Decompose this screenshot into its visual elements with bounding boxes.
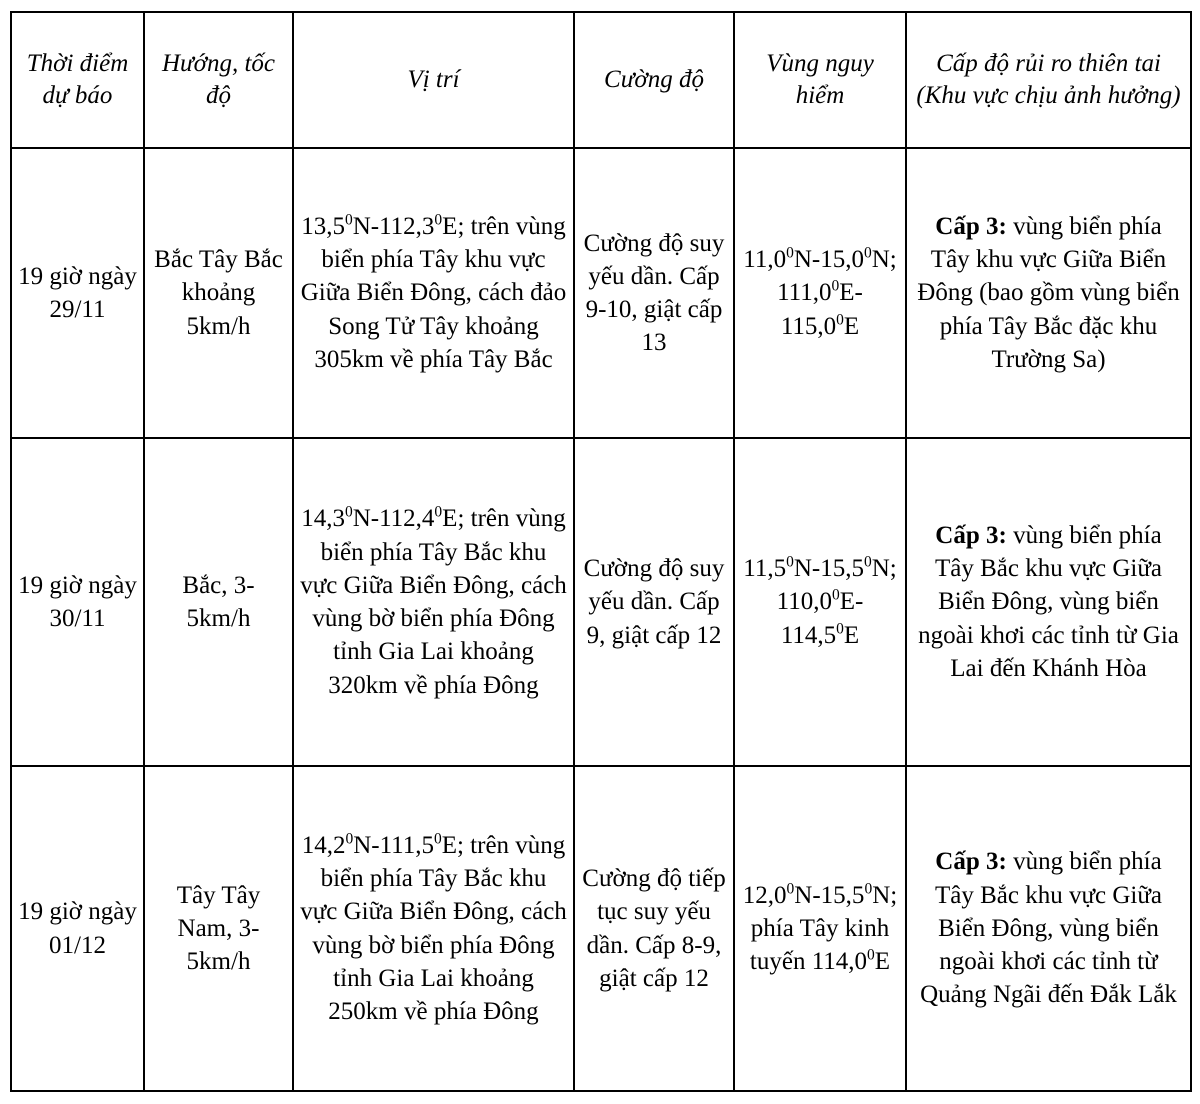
- header-label-intensity: Cường độ: [604, 65, 704, 93]
- column-header-intensity: Cường độ: [573, 11, 735, 149]
- header-label-direction-speed: Hướng, tốc độ: [161, 49, 276, 110]
- column-header-risk-level: Cấp độ rủi ro thiên tai (Khu vực chịu ản…: [905, 11, 1192, 149]
- cell-forecast-time: 19 giờ ngày 29/11: [10, 147, 145, 439]
- cell-intensity: Cường độ suy yếu dần. Cấp 9-10, giật cấp…: [573, 147, 735, 439]
- header-row: Thời điểm dự báo Hướng, tốc độ Vị trí Cư…: [10, 11, 1192, 149]
- value-position: 13,50N-112,30E; trên vùng biển phía Tây …: [300, 211, 567, 373]
- cell-risk-level: Cấp 3: vùng biển phía Tây khu vực Giữa B…: [905, 147, 1192, 439]
- value-position: 14,20N-111,50E; trên vùng biển phía Tây …: [300, 830, 567, 1025]
- cell-position: 14,20N-111,50E; trên vùng biển phía Tây …: [292, 765, 575, 1092]
- risk-level-badge: Cấp 3:: [935, 212, 1007, 240]
- cell-risk-level: Cấp 3: vùng biển phía Tây Bắc khu vực Gi…: [905, 437, 1192, 767]
- header-label-position: Vị trí: [407, 65, 460, 93]
- value-danger-zone: 12,00N-15,50N; phía Tây kinh tuyến 114,0…: [742, 880, 898, 976]
- risk-level-badge: Cấp 3:: [935, 848, 1007, 876]
- header-label-danger-zone: Vùng nguy hiểm: [766, 49, 874, 110]
- cell-direction-speed: Bắc Tây Bắc khoảng 5km/h: [143, 147, 294, 439]
- value-forecast-time: 19 giờ ngày 29/11: [18, 262, 137, 323]
- value-direction-speed: Tây Tây Nam, 3-5km/h: [176, 881, 261, 976]
- column-header-position: Vị trí: [292, 11, 575, 149]
- cell-direction-speed: Tây Tây Nam, 3-5km/h: [143, 765, 294, 1092]
- value-danger-zone: 11,50N-15,50N; 110,00E-114,50E: [743, 553, 897, 649]
- storm-forecast-table: Thời điểm dự báo Hướng, tốc độ Vị trí Cư…: [10, 11, 1192, 1092]
- cell-danger-zone: 11,00N-15,00N; 111,00E-115,00E: [733, 147, 907, 439]
- table-header: Thời điểm dự báo Hướng, tốc độ Vị trí Cư…: [10, 11, 1192, 149]
- cell-position: 13,50N-112,30E; trên vùng biển phía Tây …: [292, 147, 575, 439]
- risk-level-badge: Cấp 3:: [935, 521, 1007, 549]
- value-direction-speed: Bắc, 3-5km/h: [182, 571, 255, 632]
- cell-direction-speed: Bắc, 3-5km/h: [143, 437, 294, 767]
- cell-risk-level: Cấp 3: vùng biển phía Tây Bắc khu vực Gi…: [905, 765, 1192, 1092]
- risk-level-description: vùng biển phía Tây Bắc khu vực Giữa Biển…: [918, 521, 1179, 682]
- header-label-forecast-time: Thời điểm dự báo: [26, 49, 129, 110]
- value-intensity: Cường độ suy yếu dần. Cấp 9, giật cấp 12: [583, 555, 725, 649]
- risk-level-description: vùng biển phía Tây Bắc khu vực Giữa Biển…: [920, 848, 1177, 1009]
- value-danger-zone: 11,00N-15,00N; 111,00E-115,00E: [743, 244, 897, 340]
- cell-danger-zone: 12,00N-15,50N; phía Tây kinh tuyến 114,0…: [733, 765, 907, 1092]
- table-body: 19 giờ ngày 29/11 Bắc Tây Bắc khoảng 5km…: [10, 147, 1192, 1092]
- column-header-forecast-time: Thời điểm dự báo: [10, 11, 145, 149]
- value-forecast-time: 19 giờ ngày 30/11: [18, 571, 137, 632]
- cell-position: 14,30N-112,40E; trên vùng biển phía Tây …: [292, 437, 575, 767]
- value-position: 14,30N-112,40E; trên vùng biển phía Tây …: [300, 503, 567, 699]
- value-risk-level: Cấp 3: vùng biển phía Tây Bắc khu vực Gi…: [913, 845, 1184, 1011]
- value-direction-speed: Bắc Tây Bắc khoảng 5km/h: [154, 246, 283, 340]
- risk-level-description: vùng biển phía Tây khu vực Giữa Biển Đôn…: [917, 212, 1180, 373]
- cell-intensity: Cường độ tiếp tục suy yếu dần. Cấp 8-9, …: [573, 765, 735, 1092]
- value-risk-level: Cấp 3: vùng biển phía Tây khu vực Giữa B…: [913, 210, 1184, 376]
- table-row: 19 giờ ngày 29/11 Bắc Tây Bắc khoảng 5km…: [10, 147, 1192, 439]
- column-header-direction-speed: Hướng, tốc độ: [143, 11, 294, 149]
- value-forecast-time: 19 giờ ngày 01/12: [18, 898, 137, 959]
- value-intensity: Cường độ suy yếu dần. Cấp 9-10, giật cấp…: [583, 229, 725, 357]
- table-row: 19 giờ ngày 01/12 Tây Tây Nam, 3-5km/h 1…: [10, 765, 1192, 1092]
- value-risk-level: Cấp 3: vùng biển phía Tây Bắc khu vực Gi…: [913, 519, 1184, 685]
- cell-forecast-time: 19 giờ ngày 30/11: [10, 437, 145, 767]
- column-header-danger-zone: Vùng nguy hiểm: [733, 11, 907, 149]
- value-intensity: Cường độ tiếp tục suy yếu dần. Cấp 8-9, …: [582, 865, 726, 992]
- cell-intensity: Cường độ suy yếu dần. Cấp 9, giật cấp 12: [573, 437, 735, 767]
- header-label-risk-level: Cấp độ rủi ro thiên tai (Khu vực chịu ản…: [916, 49, 1181, 110]
- table-row: 19 giờ ngày 30/11 Bắc, 3-5km/h 14,30N-11…: [10, 437, 1192, 767]
- cell-forecast-time: 19 giờ ngày 01/12: [10, 765, 145, 1092]
- cell-danger-zone: 11,50N-15,50N; 110,00E-114,50E: [733, 437, 907, 767]
